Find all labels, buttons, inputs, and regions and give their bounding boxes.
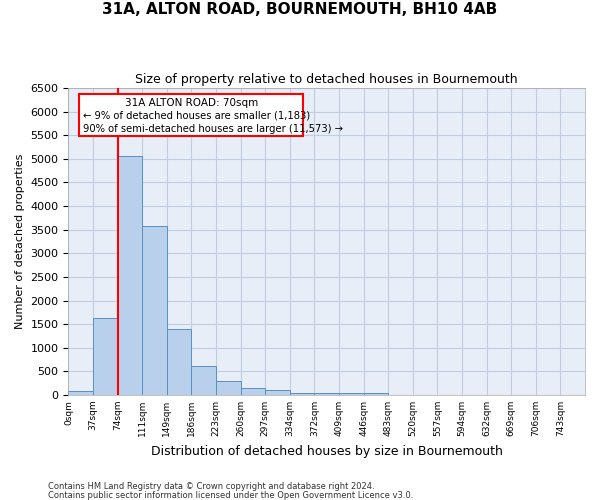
Bar [241, 388, 265, 395]
Bar [290, 392, 314, 395]
Bar [93, 318, 118, 395]
Title: Size of property relative to detached houses in Bournemouth: Size of property relative to detached ho… [136, 72, 518, 86]
Bar [142, 226, 167, 395]
Bar [79, 94, 304, 136]
Bar [216, 381, 241, 395]
X-axis label: Distribution of detached houses by size in Bournemouth: Distribution of detached houses by size … [151, 444, 503, 458]
Bar [191, 366, 216, 395]
Bar [339, 392, 364, 395]
Bar [265, 390, 290, 395]
Text: 31A, ALTON ROAD, BOURNEMOUTH, BH10 4AB: 31A, ALTON ROAD, BOURNEMOUTH, BH10 4AB [103, 2, 497, 18]
Text: Contains HM Land Registry data © Crown copyright and database right 2024.: Contains HM Land Registry data © Crown c… [48, 482, 374, 491]
Bar [364, 392, 388, 395]
Bar [314, 392, 339, 395]
Text: Contains public sector information licensed under the Open Government Licence v3: Contains public sector information licen… [48, 490, 413, 500]
Text: 31A ALTON ROAD: 70sqm: 31A ALTON ROAD: 70sqm [125, 98, 258, 108]
Text: ← 9% of detached houses are smaller (1,183): ← 9% of detached houses are smaller (1,1… [83, 111, 310, 121]
Bar [118, 156, 142, 395]
Y-axis label: Number of detached properties: Number of detached properties [15, 154, 25, 329]
Bar [68, 391, 93, 395]
Bar [167, 329, 191, 395]
Text: 90% of semi-detached houses are larger (11,573) →: 90% of semi-detached houses are larger (… [83, 124, 343, 134]
